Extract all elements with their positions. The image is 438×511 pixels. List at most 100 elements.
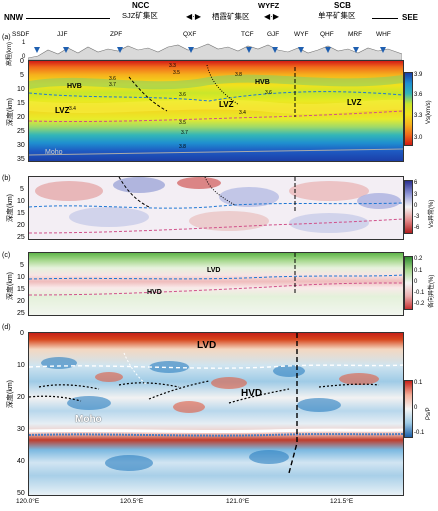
- panel-d-receiver-function-section: LVD HVD Moho: [28, 332, 404, 496]
- a-yt-10: 10: [17, 86, 25, 93]
- c-yt-10: 10: [17, 274, 25, 281]
- ncc-label: NCC: [132, 1, 150, 10]
- panel-c-lvd: LVD: [207, 267, 221, 274]
- c-yt-15: 15: [17, 286, 25, 293]
- panel-c-cbar-label: 各向异性(%): [429, 274, 435, 308]
- c-cb-t2: 0.1: [414, 268, 423, 274]
- c-yt-25: 25: [17, 310, 25, 317]
- fault-whf: WHF: [376, 31, 391, 38]
- fault-zpf: ZPF: [110, 31, 123, 38]
- panel-b-ylabel: 深度(km): [7, 194, 14, 222]
- x-tick-121-5: 121.5°E: [330, 498, 354, 505]
- contour-5: 3.6: [179, 92, 186, 98]
- d-yt-30: 30: [17, 426, 25, 433]
- nnw-label: NNW: [4, 13, 24, 22]
- b-cb-t2: 3: [414, 192, 418, 198]
- a-yt-25: 25: [17, 128, 25, 135]
- fault-ssdf: SSDF: [12, 31, 30, 38]
- a-yt-20: 20: [17, 114, 25, 121]
- b-cb-t3: 0: [414, 203, 418, 209]
- panel-b-cbar-label: Vs异常(%): [429, 199, 435, 228]
- b-cb-t4: -3: [414, 214, 420, 220]
- topography-profile: [28, 43, 402, 60]
- b-yt-5: 5: [20, 186, 24, 193]
- c-yt-5: 5: [20, 262, 24, 269]
- c-cb-t5: -0.2: [414, 301, 425, 307]
- panel-a-cbar-label: Vs(km/s): [426, 100, 432, 124]
- a-yt-30: 30: [17, 142, 25, 149]
- panel-b-anomaly-section: [28, 176, 404, 240]
- label-lvz-1: LVZ: [55, 106, 70, 115]
- fault-gjf: GJF: [267, 31, 280, 38]
- fault-mrf: MRF: [348, 31, 363, 38]
- panel-d-lvd: LVD: [197, 340, 217, 351]
- a-yt-15: 15: [17, 100, 25, 107]
- panel-c-letter: (c): [2, 252, 11, 259]
- d-cb-t2: 0: [414, 405, 418, 411]
- panel-a-top-ylabel: 高程(km): [7, 42, 13, 66]
- x-tick-121: 121.0°E: [226, 498, 250, 505]
- panel-b-colorbar: [404, 180, 413, 234]
- a-yt-5: 5: [20, 72, 24, 79]
- d-cb-t1: 0.1: [414, 380, 423, 386]
- contour-9: 3.5: [179, 120, 186, 126]
- panel-a-velocity-section: HVB HVB LVZ LVZ LVZ Moho 3.3 3.5 3.6 3.7…: [28, 60, 404, 162]
- panel-c-anisotropy-section: LVD HVD: [28, 252, 404, 316]
- panel-a-ylabel: 深度(km): [7, 98, 14, 126]
- sym-right: ◀·▶: [264, 12, 279, 21]
- contour-6: 3.8: [235, 72, 242, 78]
- sym-left: ◀·▶: [186, 12, 201, 21]
- fault-tcf: TCF: [241, 31, 254, 38]
- see-line: [372, 18, 398, 19]
- a-cb-t1: 3.9: [414, 72, 423, 78]
- panel-d-letter: (d): [2, 324, 11, 331]
- nnw-line: [26, 18, 110, 19]
- panel-d-cbar-label: Ps/P: [426, 407, 432, 420]
- label-moho: Moho: [45, 149, 63, 156]
- contour-11: 3.7: [181, 130, 188, 136]
- label-lvz-3: LVZ: [347, 98, 362, 107]
- contour-2: 3.5: [173, 70, 180, 76]
- c-yt-20: 20: [17, 298, 25, 305]
- label-hvb-1: HVB: [67, 83, 82, 90]
- fault-wyf: WYF: [294, 31, 309, 38]
- fault-qxf: QXF: [183, 31, 197, 38]
- contour-12: 3.8: [179, 144, 186, 150]
- panel-d-colorbar: [404, 380, 413, 438]
- c-cb-t1: 0.2: [414, 256, 423, 262]
- a-cb-t2: 3.6: [414, 92, 423, 98]
- panel-a-top-tick-0: 0: [22, 54, 26, 60]
- c-cb-t4: -0.1: [414, 290, 425, 296]
- d-yt-40: 40: [17, 458, 25, 465]
- panel-c-ylabel: 深度(km): [7, 272, 14, 300]
- scb-label: SCB: [334, 1, 351, 10]
- b-yt-25: 25: [17, 234, 25, 241]
- panel-d-ylabel: 深度(km): [7, 380, 14, 408]
- contour-4: 3.7: [109, 82, 116, 88]
- b-yt-20: 20: [17, 222, 25, 229]
- a-yt-0: 0: [20, 58, 24, 65]
- panel-a-letter: (a): [2, 34, 11, 41]
- fault-jjf: JJF: [57, 31, 68, 38]
- c-cb-t3: 0: [414, 279, 418, 285]
- wyfz-label: WYFZ: [258, 1, 280, 10]
- contour-1: 3.3: [169, 63, 176, 69]
- panel-d-moho: Moho: [75, 414, 102, 425]
- panel-a-top-tick-1: 1: [22, 40, 26, 46]
- x-tick-120-5: 120.5°E: [120, 498, 144, 505]
- panel-c-colorbar: [404, 256, 413, 310]
- contour-8: 3.4: [69, 106, 76, 112]
- d-yt-0: 0: [20, 330, 24, 337]
- panel-c-hvd: HVD: [147, 289, 162, 296]
- a-yt-35: 35: [17, 156, 25, 163]
- d-cb-t3: -0.1: [414, 430, 425, 436]
- contour-7: 3.6: [265, 90, 272, 96]
- d-yt-20: 20: [17, 394, 25, 401]
- danping-label: 单平矿集区: [318, 11, 356, 20]
- panel-d-hvd: HVD: [241, 388, 263, 399]
- a-cb-t4: 3.0: [414, 135, 423, 141]
- fault-qhf: QHF: [320, 31, 334, 38]
- a-cb-t3: 3.3: [414, 113, 423, 119]
- fault-arrows: [34, 47, 386, 53]
- panel-a-colorbar: [404, 72, 413, 146]
